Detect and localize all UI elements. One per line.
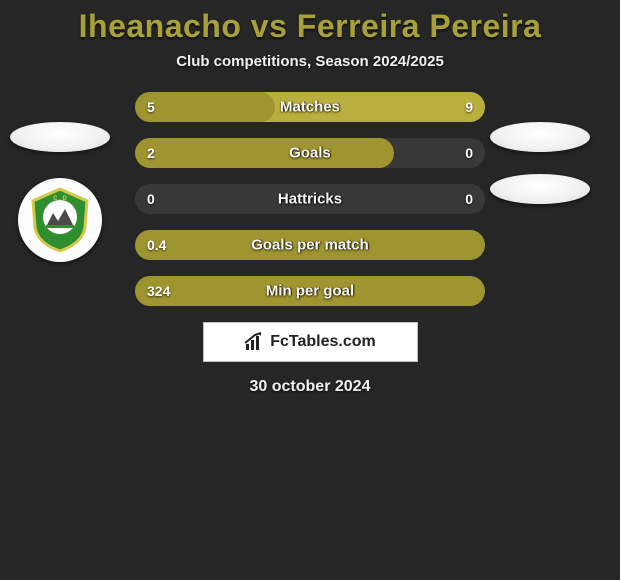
brand-logo[interactable]: FcTables.com: [203, 322, 418, 362]
player-right-avatar-ellipse-1: [490, 122, 590, 152]
stat-row: 324 Min per goal: [135, 276, 485, 306]
date-line: 30 october 2024: [0, 378, 620, 396]
stat-fill-left: [135, 92, 275, 122]
stat-label: Goals: [289, 145, 331, 162]
stat-value-left: 0.4: [147, 237, 166, 253]
stat-value-right: 9: [465, 99, 473, 115]
page-title: Iheanacho vs Ferreira Pereira: [0, 0, 620, 45]
stat-fill-left: [135, 138, 394, 168]
player-right-avatar-ellipse-2: [490, 174, 590, 204]
svg-text:C . D: C . D: [53, 196, 67, 202]
stat-value-left: 0: [147, 191, 155, 207]
stat-row: 0 0 Hattricks: [135, 184, 485, 214]
stat-value-left: 324: [147, 283, 170, 299]
chart-icon: [244, 332, 266, 352]
stat-value-left: 5: [147, 99, 155, 115]
stat-label: Matches: [280, 99, 340, 116]
stats-area: C . D 5 9 Matches 2 0 Goals 0 0 Hattricks 0.4 Goal…: [0, 92, 620, 306]
club-crest-icon: C . D: [25, 185, 95, 255]
stat-label: Goals per match: [251, 237, 369, 254]
stat-label: Hattricks: [278, 191, 342, 208]
stat-row: 0.4 Goals per match: [135, 230, 485, 260]
player-left-club-crest: C . D: [18, 178, 102, 262]
stat-row: 2 0 Goals: [135, 138, 485, 168]
stat-label: Min per goal: [266, 283, 354, 300]
stat-value-left: 2: [147, 145, 155, 161]
subtitle: Club competitions, Season 2024/2025: [0, 53, 620, 70]
stat-row: 5 9 Matches: [135, 92, 485, 122]
player-left-avatar-ellipse: [10, 122, 110, 152]
stat-value-right: 0: [465, 145, 473, 161]
stat-value-right: 0: [465, 191, 473, 207]
brand-text: FcTables.com: [270, 333, 376, 351]
